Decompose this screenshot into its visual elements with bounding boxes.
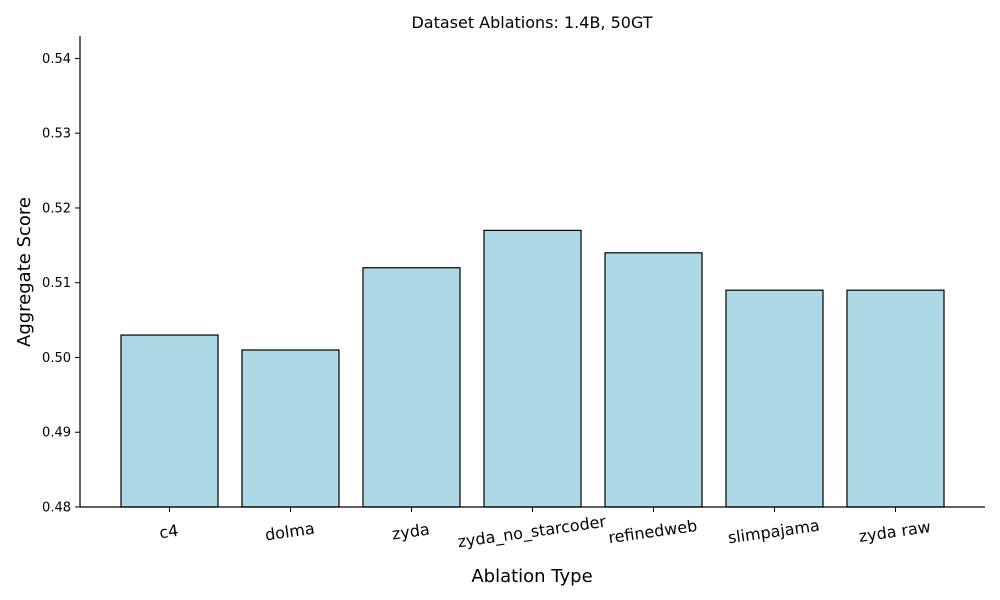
y-tick-label: 0.49 — [42, 426, 71, 441]
x-tick-label: dolma — [264, 519, 316, 545]
x-tick-label: zyda_no_starcoder — [456, 512, 607, 553]
bar-dolma — [241, 349, 340, 508]
bars-group — [120, 229, 945, 508]
y-tick-label: 0.51 — [42, 276, 71, 291]
bar-slimpajama — [725, 289, 824, 508]
bar-zyda-raw — [846, 289, 945, 508]
y-axis-title: Aggregate Score — [14, 197, 35, 347]
y-axis: 0.48 0.49 0.50 0.51 0.52 0.53 0.54 — [42, 36, 81, 516]
bar-zyda — [362, 267, 461, 508]
x-axis-title: Ablation Type — [471, 566, 592, 587]
bar-refinedweb — [604, 252, 703, 508]
y-tick-label: 0.52 — [42, 201, 71, 216]
y-tick-label: 0.53 — [42, 127, 71, 142]
y-tick-label: 0.50 — [42, 351, 71, 366]
x-tick-label: slimpajama — [727, 516, 821, 548]
y-tick-label: 0.48 — [42, 501, 71, 516]
x-tick-label: zyda — [391, 520, 431, 544]
chart-title: Dataset Ablations: 1.4B, 50GT — [411, 13, 652, 32]
bar-zyda-no-starcoder — [483, 229, 582, 508]
x-tick-label: zyda raw — [858, 517, 932, 546]
x-tick-label: refinedweb — [607, 516, 698, 547]
x-tick-label: c4 — [158, 521, 179, 542]
x-axis: c4 dolma zyda zyda_no_starcoder refinedweb sl… — [80, 506, 985, 553]
bar-c4 — [120, 334, 219, 508]
y-tick-label: 0.54 — [42, 52, 71, 67]
